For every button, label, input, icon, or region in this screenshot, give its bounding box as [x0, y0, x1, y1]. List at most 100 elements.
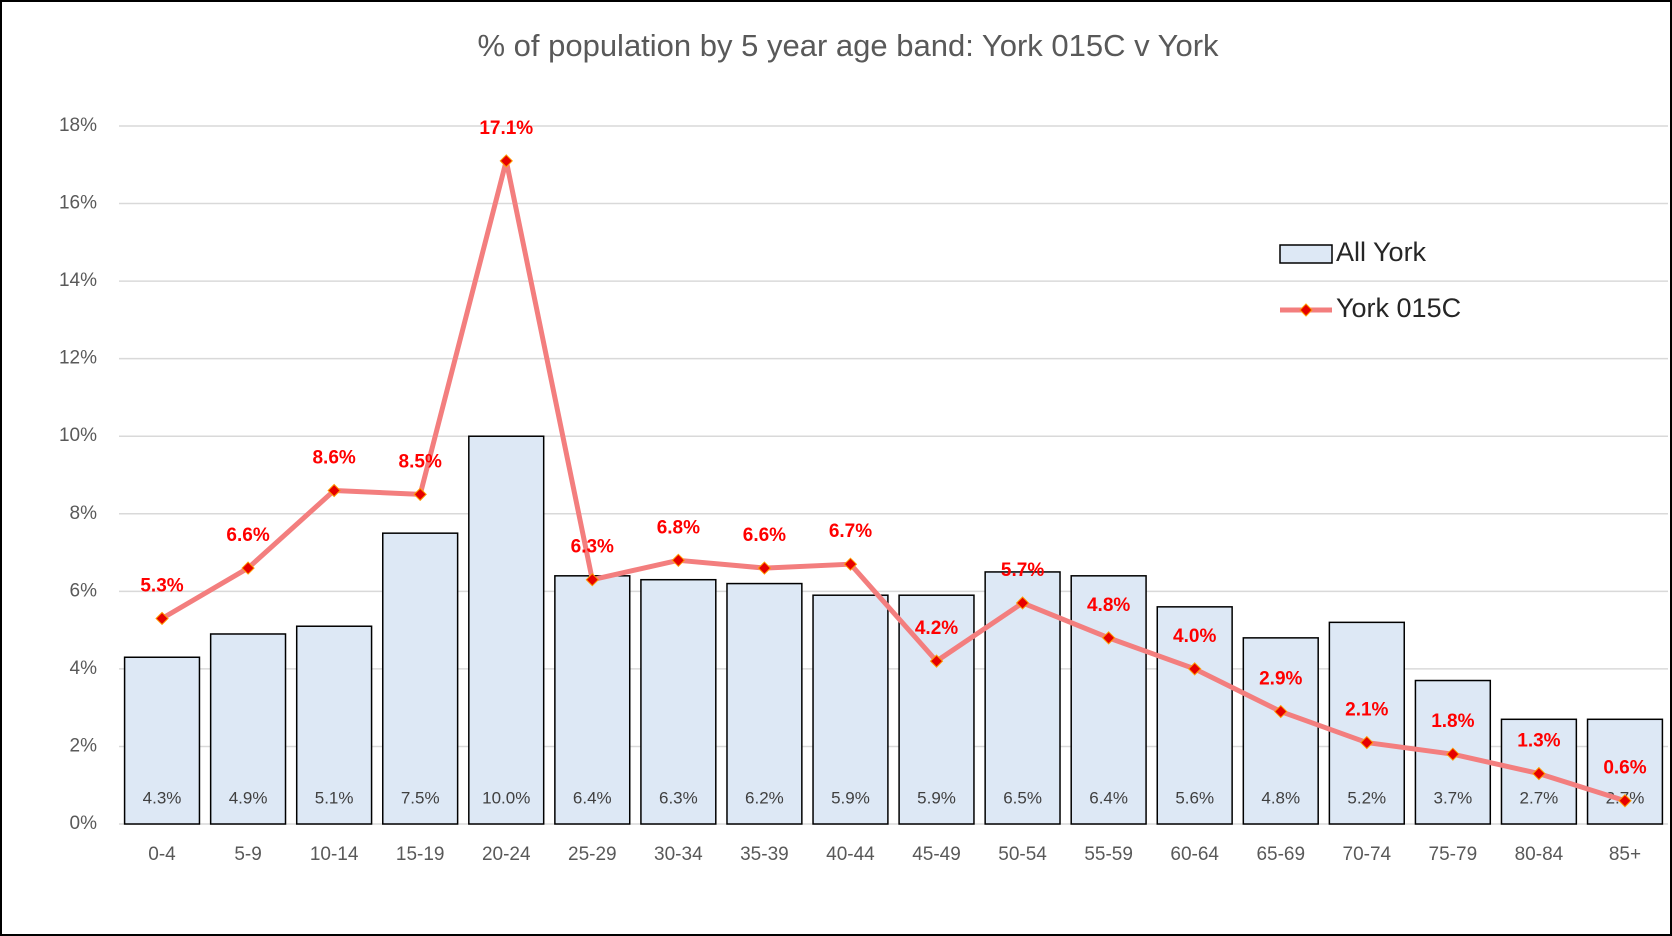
line-value-label: 4.8% — [1087, 595, 1130, 616]
x-tick-label: 85+ — [1609, 844, 1641, 865]
legend-marker — [1299, 303, 1313, 317]
line-marker — [1446, 747, 1460, 761]
x-tick-label: 5-9 — [234, 844, 261, 865]
bar-value-label: 5.2% — [1347, 788, 1386, 807]
line-marker — [1532, 766, 1546, 781]
line-value-label: 2.9% — [1259, 669, 1302, 690]
x-tick-label: 80-84 — [1515, 844, 1564, 865]
y-tick-label: 8% — [70, 503, 98, 524]
bar — [1328, 621, 1405, 825]
line-marker — [1101, 631, 1116, 645]
bar-value-label: 3.7% — [1433, 788, 1472, 807]
y-tick-label: 4% — [70, 658, 98, 679]
bar-value-label: 6.4% — [573, 788, 612, 807]
bar-value-label: 6.3% — [659, 788, 698, 807]
line-value-label: 5.3% — [140, 575, 183, 596]
bar-value-label: 2.7% — [1520, 788, 1559, 807]
bar-value-label: 6.2% — [745, 788, 784, 807]
line-marker — [843, 557, 858, 571]
bar-value-label: 6.4% — [1089, 788, 1128, 807]
line-value-label: 8.5% — [399, 451, 442, 472]
x-tick-label: 30-34 — [654, 844, 703, 865]
bar — [209, 633, 287, 825]
y-tick-label: 12% — [59, 348, 97, 369]
line-marker — [155, 611, 169, 626]
line-value-label: 17.1% — [479, 118, 533, 139]
bar — [640, 578, 717, 825]
line-value-label: 1.8% — [1431, 711, 1474, 732]
bar — [295, 625, 373, 825]
x-tick-label: 65-69 — [1256, 844, 1305, 865]
line-marker — [499, 154, 513, 168]
line-value-label: 6.3% — [571, 537, 614, 558]
line-value-label: 6.8% — [657, 517, 700, 538]
line-marker — [413, 487, 427, 502]
bar-value-label: 10.0% — [482, 788, 530, 807]
y-tick-label: 14% — [59, 270, 97, 291]
bar — [1156, 606, 1233, 825]
bar-value-label: 7.5% — [401, 788, 440, 807]
y-tick-label: 2% — [70, 735, 98, 756]
line-marker — [929, 654, 944, 668]
y-tick-label: 10% — [59, 425, 97, 446]
x-tick-label: 25-29 — [568, 844, 617, 865]
legend-swatch — [1279, 244, 1333, 264]
bar — [468, 435, 545, 825]
bar-value-label: 4.8% — [1261, 788, 1300, 807]
y-tick-label: 6% — [70, 580, 98, 601]
x-tick-label: 50-54 — [998, 844, 1047, 865]
line-marker — [1618, 794, 1632, 808]
bar — [1242, 637, 1319, 825]
line-marker — [1187, 662, 1202, 676]
bar-value-label: 5.1% — [315, 788, 354, 807]
line-marker — [1274, 704, 1288, 719]
x-tick-label: 20-24 — [482, 844, 531, 865]
x-tick-label: 60-64 — [1170, 844, 1219, 865]
line-marker — [757, 561, 772, 575]
line-value-label: 8.6% — [312, 448, 355, 469]
x-tick-label: 70-74 — [1343, 844, 1392, 865]
line-marker — [1015, 596, 1030, 610]
y-tick-label: 0% — [70, 813, 98, 834]
x-tick-label: 55-59 — [1084, 844, 1133, 865]
line-value-label: 5.7% — [1001, 560, 1044, 581]
bar — [554, 575, 631, 825]
y-tick-label: 18% — [59, 115, 97, 136]
y-tick-label: 16% — [59, 193, 97, 214]
bar-value-label: 5.6% — [1175, 788, 1214, 807]
chart-title: % of population by 5 year age band: York… — [477, 28, 1219, 63]
bar — [726, 582, 803, 825]
line — [160, 158, 1626, 804]
x-tick-label: 15-19 — [396, 844, 445, 865]
bar-value-label: 5.9% — [917, 788, 956, 807]
line-value-label: 6.6% — [743, 525, 786, 546]
x-tick-label: 10-14 — [310, 844, 359, 865]
legend-label: York 015C — [1336, 293, 1461, 323]
line-marker — [241, 561, 255, 575]
x-tick-label: 40-44 — [826, 844, 875, 865]
line-marker — [671, 553, 686, 568]
line-value-label: 2.1% — [1345, 700, 1388, 721]
bar-value-label: 4.9% — [229, 788, 268, 807]
x-tick-label: 0-4 — [148, 844, 176, 865]
bar — [1070, 575, 1147, 825]
line-value-label: 4.2% — [915, 618, 958, 639]
line-marker — [327, 483, 341, 498]
line-value-label: 4.0% — [1173, 626, 1216, 647]
legend-label: All York — [1336, 237, 1427, 267]
line-marker — [1360, 735, 1374, 750]
bar-value-label: 4.3% — [143, 788, 182, 807]
x-tick-label: 45-49 — [912, 844, 961, 865]
bar-value-label: 5.9% — [831, 788, 870, 807]
bar — [984, 571, 1061, 825]
x-tick-label: 35-39 — [740, 844, 789, 865]
line-value-label: 6.6% — [226, 525, 269, 546]
bar-value-label: 6.5% — [1003, 788, 1042, 807]
line-value-label: 6.7% — [829, 521, 872, 542]
line-marker — [585, 572, 600, 587]
bar — [812, 594, 889, 825]
x-tick-label: 75-79 — [1429, 844, 1478, 865]
